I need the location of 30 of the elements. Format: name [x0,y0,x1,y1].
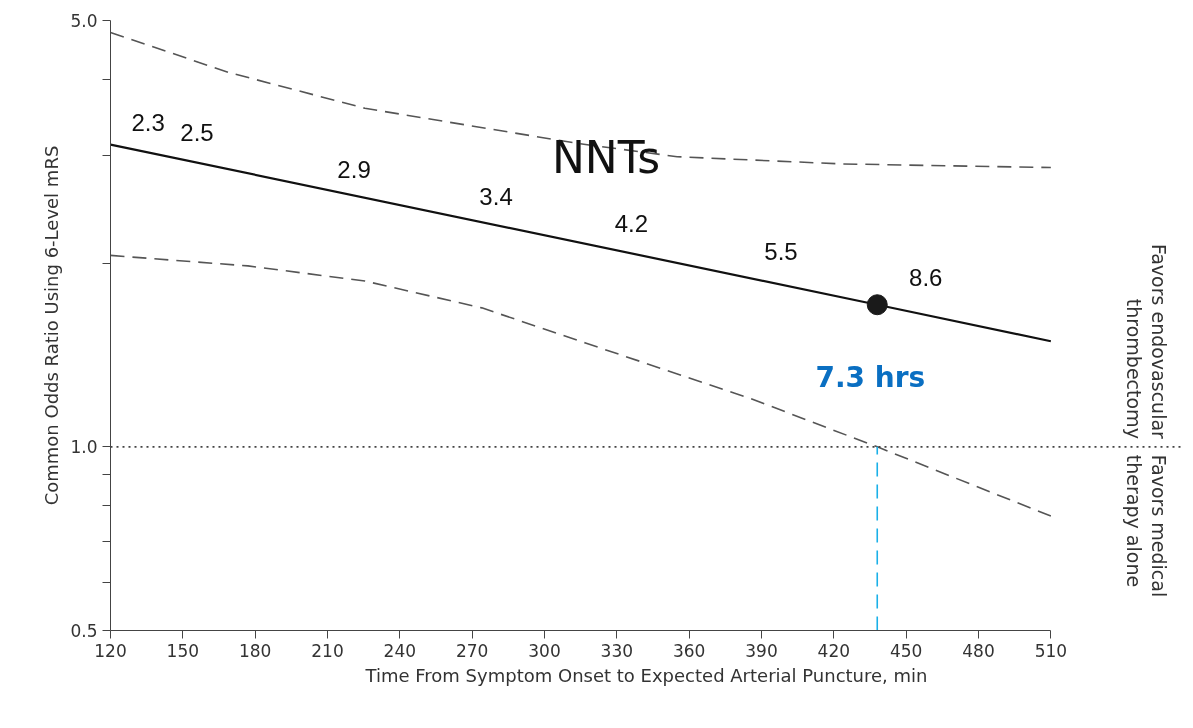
x-tick-label: 330 [600,640,634,661]
annotation: 3.4 [479,183,513,211]
annotation: 4.2 [614,209,649,237]
annotation: NNTs [551,132,661,184]
x-tick-label: 480 [962,640,995,661]
text: Favors medical therapy alone [1122,454,1171,598]
x-tick-label: 180 [238,640,272,661]
x-tick-label: 450 [889,640,923,661]
text: Favors endovascular thrombectomy [1122,244,1171,440]
annotation: 5.5 [764,237,798,265]
annotation: 2.3 [131,109,165,137]
y-tick-label: 5.0 [70,11,98,31]
y-axis-title: Common Odds Ratio Using 6-Level mRS [41,145,63,506]
annotation: 2.9 [337,156,371,184]
x-tick-label: 510 [1034,640,1068,661]
y-tick-label: 0.5 [70,621,98,641]
annotation: 2.5 [180,119,214,147]
x-tick-label: 420 [817,640,851,661]
x-tick-label: 270 [455,640,489,661]
x-tick-label: 360 [672,640,706,661]
x-tick-label: 150 [166,640,200,661]
x-tick-label: 390 [745,640,778,661]
x-tick-label: 300 [528,640,561,661]
x-tick-label: 210 [311,640,344,661]
x-tick-label: 240 [383,640,417,661]
x-tick-label: 120 [94,640,127,661]
annotation: 8.6 [909,264,943,292]
x-axis-title: Time From Symptom Onset to Expected Arterial Puncture, min [364,664,928,686]
annotation: 7.3 hrs [815,360,926,394]
y-tick-label: 1.0 [70,437,98,458]
